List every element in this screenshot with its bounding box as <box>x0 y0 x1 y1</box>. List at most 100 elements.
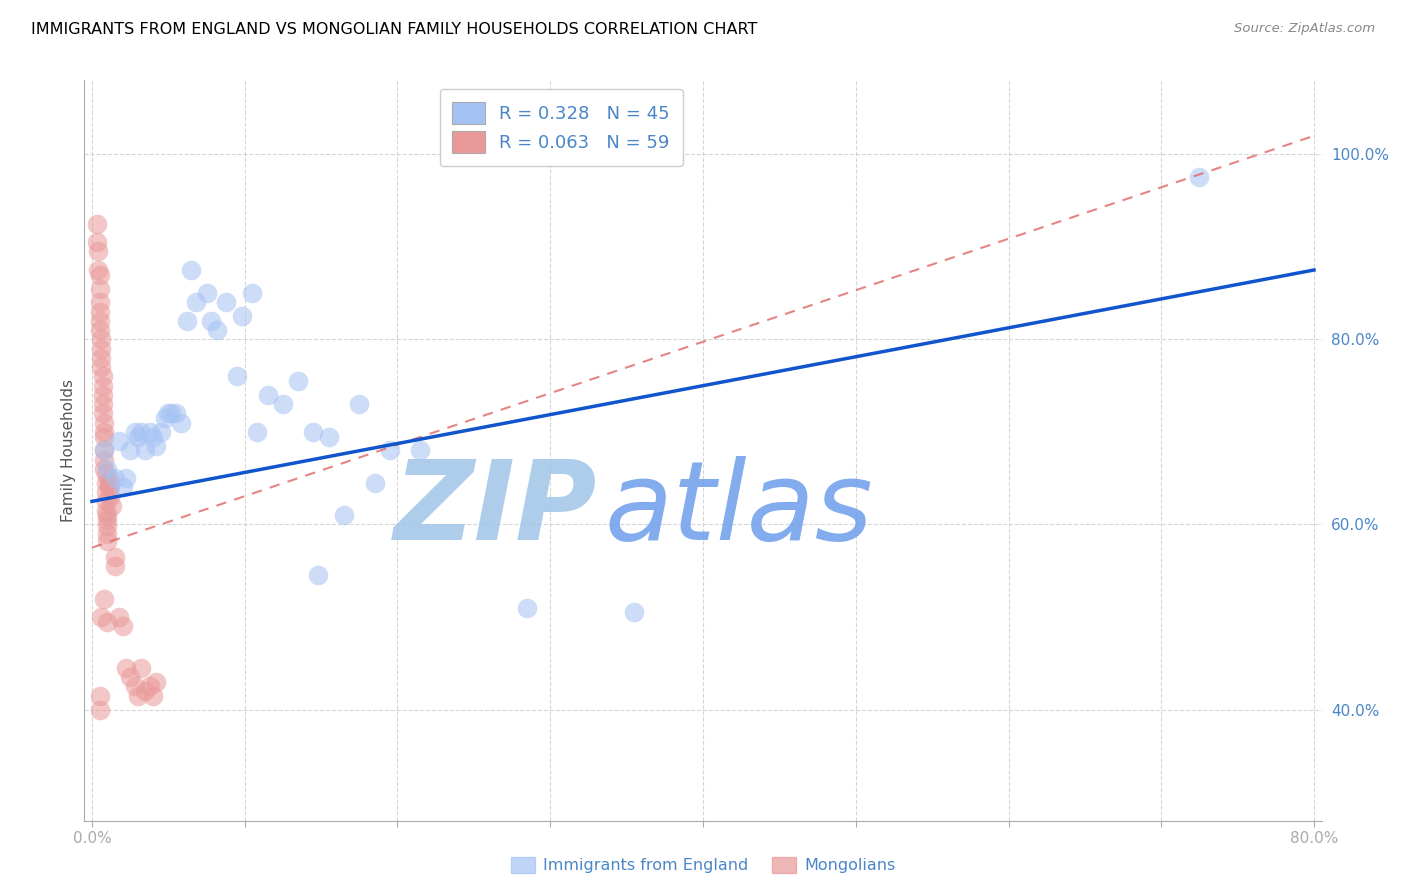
Point <box>142 689 165 703</box>
Point <box>318 429 340 443</box>
Point <box>89 281 111 295</box>
Point <box>89 703 111 717</box>
Point <box>90 351 112 365</box>
Point <box>93 425 115 439</box>
Point <box>104 471 127 485</box>
Point <box>207 323 229 337</box>
Point <box>86 217 108 231</box>
Point <box>516 600 538 615</box>
Legend: Immigrants from England, Mongolians: Immigrants from England, Mongolians <box>505 850 901 880</box>
Point <box>111 481 134 495</box>
Text: atlas: atlas <box>605 456 873 563</box>
Point <box>145 674 167 689</box>
Y-axis label: Family Households: Family Households <box>60 379 76 522</box>
Point <box>124 680 146 694</box>
Point <box>124 425 146 439</box>
Point <box>139 680 162 694</box>
Point <box>215 295 238 310</box>
Point <box>90 610 112 624</box>
Point <box>108 610 131 624</box>
Text: Source: ZipAtlas.com: Source: ZipAtlas.com <box>1234 22 1375 36</box>
Point <box>176 314 198 328</box>
Point <box>91 397 114 411</box>
Point <box>149 425 172 439</box>
Point <box>114 661 136 675</box>
Legend: R = 0.328   N = 45, R = 0.063   N = 59: R = 0.328 N = 45, R = 0.063 N = 59 <box>440 89 683 166</box>
Point <box>89 268 111 282</box>
Point <box>129 661 152 675</box>
Point <box>108 434 131 449</box>
Point <box>94 494 117 508</box>
Point <box>104 559 127 574</box>
Point <box>89 295 111 310</box>
Point <box>94 485 117 500</box>
Point <box>184 295 207 310</box>
Point <box>96 615 118 629</box>
Point <box>226 369 249 384</box>
Point <box>142 429 165 443</box>
Point <box>89 314 111 328</box>
Point <box>287 374 309 388</box>
Point <box>87 244 110 259</box>
Point <box>89 689 111 703</box>
Point <box>93 416 115 430</box>
Point <box>93 443 115 458</box>
Point <box>98 481 121 495</box>
Point <box>98 490 121 504</box>
Point <box>93 452 115 467</box>
Point <box>97 481 120 495</box>
Point <box>89 323 111 337</box>
Point <box>90 332 112 346</box>
Point <box>160 407 183 421</box>
Point <box>87 263 110 277</box>
Point <box>96 508 118 523</box>
Point <box>93 591 115 606</box>
Point <box>94 475 117 490</box>
Point <box>169 416 191 430</box>
Point <box>97 471 120 485</box>
Point <box>409 443 432 458</box>
Point <box>96 513 118 527</box>
Point <box>104 549 127 564</box>
Point <box>93 429 115 443</box>
Point <box>96 526 118 541</box>
Point <box>246 425 269 439</box>
Point <box>157 407 180 421</box>
Point <box>195 286 218 301</box>
Point <box>623 606 645 620</box>
Point <box>145 439 167 453</box>
Point <box>120 443 142 458</box>
Point <box>139 425 162 439</box>
Point <box>89 304 111 318</box>
Point <box>101 499 124 513</box>
Point <box>120 670 142 684</box>
Point <box>200 314 222 328</box>
Text: IMMIGRANTS FROM ENGLAND VS MONGOLIAN FAMILY HOUSEHOLDS CORRELATION CHART: IMMIGRANTS FROM ENGLAND VS MONGOLIAN FAM… <box>31 22 758 37</box>
Point <box>134 684 156 698</box>
Text: ZIP: ZIP <box>394 456 598 563</box>
Point <box>111 619 134 633</box>
Point <box>231 310 253 324</box>
Point <box>96 534 118 549</box>
Point <box>165 407 187 421</box>
Point <box>363 475 385 490</box>
Point <box>91 388 114 402</box>
Point <box>1188 170 1211 185</box>
Point <box>349 397 371 411</box>
Point <box>127 429 149 443</box>
Point <box>93 443 115 458</box>
Point <box>90 342 112 356</box>
Point <box>155 411 177 425</box>
Point <box>86 235 108 250</box>
Point <box>256 388 278 402</box>
Point <box>302 425 325 439</box>
Point <box>242 286 264 301</box>
Point <box>307 568 329 582</box>
Point <box>93 462 115 476</box>
Point <box>333 508 356 523</box>
Point <box>94 503 117 517</box>
Point <box>94 467 117 481</box>
Point <box>90 360 112 375</box>
Point <box>114 471 136 485</box>
Point <box>91 407 114 421</box>
